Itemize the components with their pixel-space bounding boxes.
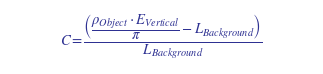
Text: $C = \dfrac{\left(\dfrac{\rho_{Object} \cdot E_{Vertical}}{\pi} - L_{Background}: $C = \dfrac{\left(\dfrac{\rho_{Object} \…	[60, 13, 263, 61]
